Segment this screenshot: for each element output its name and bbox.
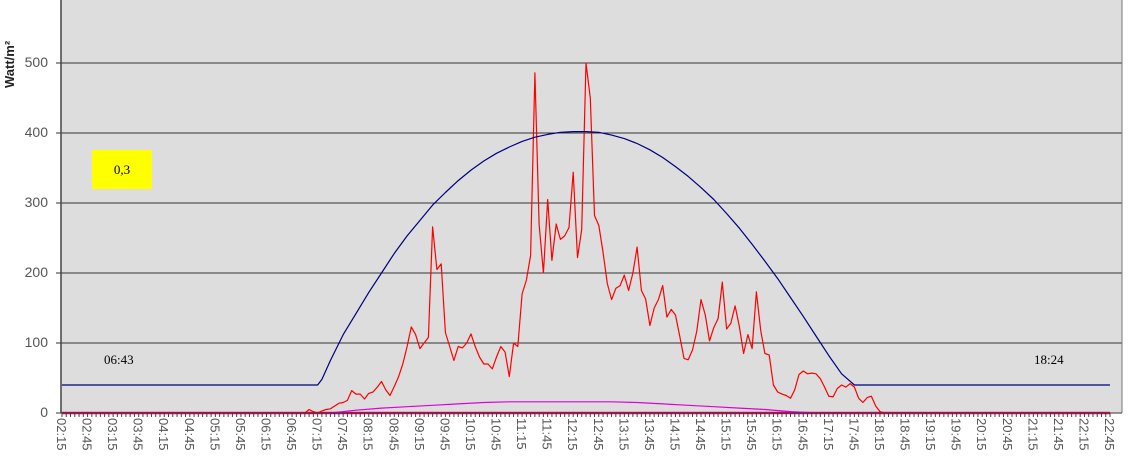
sunrise-label: 06:43: [104, 352, 134, 367]
x-tick-label: 11:15: [514, 418, 530, 450]
x-tick-label: 09:45: [437, 418, 453, 451]
x-tick-label: 05:15: [207, 418, 223, 451]
x-tick-label: 14:45: [693, 418, 709, 451]
x-tick-label: 22:45: [1102, 418, 1117, 451]
x-tick-label: 04:15: [156, 418, 172, 451]
y-tick-label: 500: [24, 54, 48, 70]
x-tick-label: 05:45: [232, 418, 248, 451]
x-tick-label: 04:45: [181, 418, 197, 451]
x-tick-label: 09:15: [411, 418, 427, 451]
x-tick-label: 14:15: [667, 418, 683, 451]
x-tick-label: 19:15: [923, 418, 939, 451]
series-measured_irradiance: [62, 62, 1110, 414]
x-tick-label: 07:15: [309, 418, 325, 451]
x-tick-label: 17:45: [846, 418, 862, 451]
x-tick-label: 17:15: [820, 418, 836, 451]
x-tick-label: 18:15: [871, 418, 887, 451]
x-tick-label: 15:15: [718, 418, 734, 451]
x-tick-label: 11:45: [539, 418, 555, 450]
x-tick-label: 22:15: [1076, 418, 1092, 451]
x-tick-label: 02:45: [79, 418, 95, 451]
x-tick-label: 20:15: [974, 418, 990, 451]
y-tick-label: 200: [24, 264, 48, 280]
x-tick-label: 21:45: [1050, 418, 1066, 451]
series-low_series: [62, 401, 1110, 414]
x-tick-label: 19:45: [948, 418, 964, 451]
x-tick-label: 02:15: [54, 418, 69, 451]
x-tick-label: 06:45: [284, 418, 300, 451]
series-theoretical_clear_sky: [62, 131, 1110, 386]
plot-area: [61, 0, 1122, 413]
x-tick-label: 12:15: [565, 418, 581, 451]
value-badge: 0,3: [92, 150, 152, 189]
gridlines: [56, 62, 1122, 414]
x-tick-label: 16:45: [795, 418, 811, 451]
x-tick-label: 15:45: [744, 418, 760, 451]
x-tick-label: 16:15: [769, 418, 785, 451]
x-tick-label: 13:45: [641, 418, 657, 451]
x-tick-label: 08:45: [386, 418, 402, 451]
x-tick-label: 08:15: [360, 418, 376, 451]
x-tick-label: 21:15: [1025, 418, 1041, 451]
x-tick-label: 20:45: [999, 418, 1015, 451]
x-tick-label: 03:15: [105, 418, 121, 451]
y-tick-label: 400: [24, 124, 48, 140]
x-tick-label: 12:45: [590, 418, 606, 451]
sunset-label: 18:24: [1034, 352, 1064, 367]
y-tick-label: 0: [40, 404, 48, 420]
x-tick-label: 03:45: [130, 418, 146, 451]
x-tick-label: 18:45: [897, 418, 913, 451]
x-tick-label: 07:45: [335, 418, 351, 451]
y-tick-label: 300: [24, 194, 48, 210]
x-tick-label: 10:15: [462, 418, 478, 451]
x-tick-label: 13:15: [616, 418, 632, 451]
value-badge-text: 0,3: [113, 161, 131, 177]
x-tick-label: 06:15: [258, 418, 274, 451]
y-tick-label: 100: [24, 334, 48, 350]
x-tick-label: 10:45: [488, 418, 504, 451]
x-axis-tick-marks: [61, 413, 1111, 417]
